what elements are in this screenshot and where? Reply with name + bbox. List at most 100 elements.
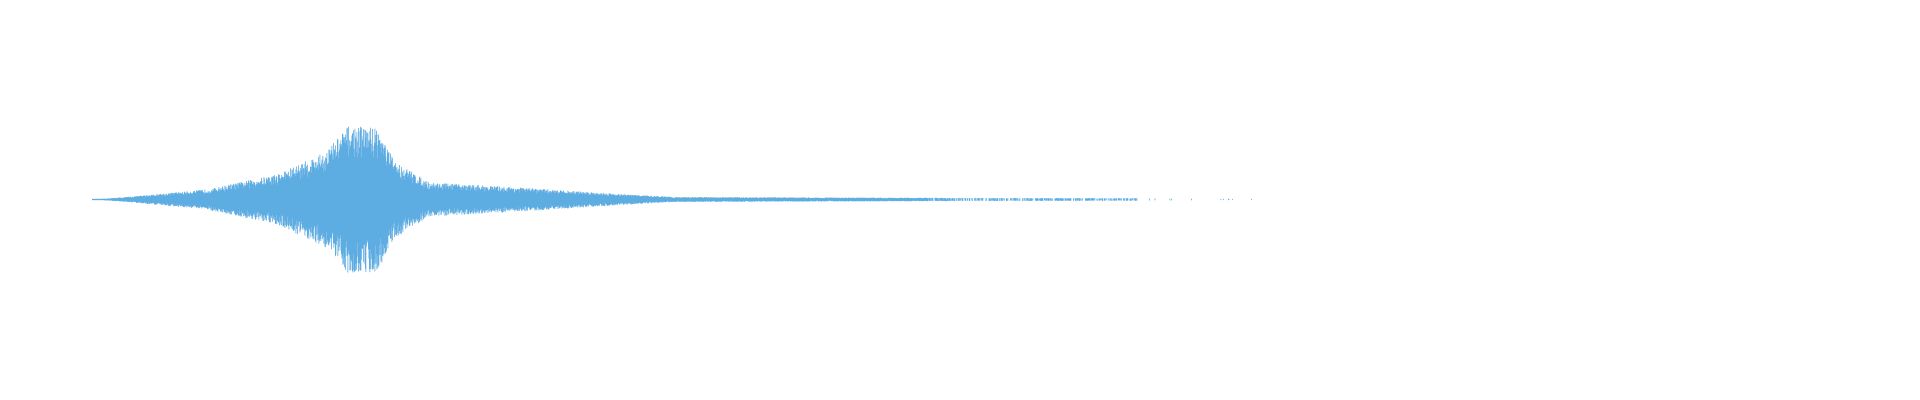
waveform-sample: [790, 197, 791, 202]
waveform-sample: [482, 189, 484, 211]
waveform-sample: [792, 197, 794, 201]
waveform-sample: [1220, 198, 1222, 201]
waveform-sample: [588, 192, 589, 207]
waveform-sample: [996, 198, 998, 201]
waveform-sample: [928, 198, 929, 201]
waveform-sample: [1116, 198, 1117, 201]
waveform-sample: [397, 172, 398, 233]
waveform-sample: [145, 196, 147, 204]
waveform-sample: [835, 197, 836, 202]
waveform-sample: [395, 167, 397, 231]
waveform-sample: [653, 196, 655, 203]
waveform-sample: [798, 198, 800, 202]
waveform-sample: [208, 191, 210, 209]
waveform-sample: [636, 195, 638, 204]
waveform-sample: [737, 197, 739, 202]
waveform-sample: [244, 183, 246, 213]
waveform-sample: [279, 178, 281, 217]
waveform-sample: [323, 171, 324, 238]
waveform-sample: [463, 188, 465, 214]
waveform-sample: [692, 197, 693, 202]
waveform-sample: [888, 197, 890, 201]
waveform-sample: [539, 189, 540, 209]
waveform-sample: [158, 196, 160, 204]
waveform-sample: [118, 197, 120, 201]
waveform-sample: [329, 149, 331, 243]
waveform-sample: [980, 198, 982, 201]
waveform-sample: [954, 198, 955, 202]
waveform-sample: [616, 195, 618, 205]
waveform-sample: [305, 168, 307, 232]
waveform-sample: [545, 190, 546, 207]
waveform-sample: [129, 197, 130, 202]
waveform-sample: [1036, 198, 1038, 201]
waveform-sample: [421, 185, 423, 221]
waveform-sample: [266, 177, 268, 216]
waveform-sample: [669, 196, 670, 203]
waveform-sample: [663, 197, 665, 202]
waveform-sample: [141, 196, 143, 204]
waveform-sample: [911, 198, 912, 202]
waveform-sample: [780, 198, 782, 202]
waveform-sample: [456, 185, 458, 215]
waveform-sample: [226, 188, 227, 214]
waveform-sample: [393, 166, 395, 229]
waveform-sample: [1001, 198, 1003, 201]
waveform-sample: [526, 188, 527, 211]
waveform-sample: [880, 197, 882, 201]
waveform-sample: [465, 189, 466, 210]
waveform-sample: [1016, 198, 1018, 201]
waveform-sample: [235, 183, 236, 216]
waveform-sample: [523, 189, 525, 209]
waveform-sample: [296, 166, 297, 221]
waveform-sample: [558, 192, 559, 206]
waveform-sample: [549, 191, 550, 209]
waveform-sample: [878, 197, 880, 202]
waveform-sample: [1041, 198, 1042, 201]
waveform-sample: [600, 194, 601, 204]
waveform-sample: [1087, 198, 1088, 201]
waveform-sample: [127, 197, 128, 202]
waveform-sample: [357, 141, 358, 243]
waveform-sample: [1027, 198, 1029, 201]
waveform-sample: [541, 190, 543, 210]
waveform-sample: [567, 190, 569, 209]
waveform-sample: [132, 197, 134, 202]
waveform-sample: [687, 197, 688, 202]
waveform-sample: [486, 187, 487, 211]
waveform-sample: [159, 194, 160, 203]
waveform-sample: [262, 184, 264, 221]
waveform-sample: [864, 197, 866, 202]
waveform-sample: [469, 187, 470, 210]
waveform-sample: [891, 198, 893, 201]
waveform-sample: [469, 185, 471, 213]
waveform-sample: [697, 197, 698, 202]
waveform-sample: [525, 192, 527, 212]
waveform-sample: [292, 169, 294, 219]
waveform-sample: [1044, 198, 1046, 201]
waveform-sample: [1051, 198, 1052, 201]
waveform-sample: [211, 191, 213, 211]
waveform-sample: [283, 177, 284, 226]
waveform-sample: [431, 184, 433, 216]
waveform-sample: [448, 186, 450, 214]
waveform-sample: [358, 127, 359, 272]
waveform-sample: [514, 192, 515, 209]
waveform-sample: [907, 197, 908, 202]
waveform-sample: [901, 198, 903, 202]
waveform-sample: [431, 186, 432, 214]
waveform-sample: [1106, 198, 1108, 201]
waveform-sample: [709, 197, 711, 201]
waveform-sample: [371, 152, 373, 255]
waveform-sample: [120, 197, 122, 202]
waveform-sample: [289, 177, 290, 222]
waveform-sample: [524, 189, 525, 211]
waveform-sample: [830, 197, 831, 201]
waveform-sample: [871, 198, 872, 201]
waveform-sample: [821, 198, 823, 202]
waveform-sample: [297, 172, 298, 235]
waveform-sample: [813, 197, 815, 202]
waveform-sample: [629, 195, 630, 203]
waveform-sample: [852, 197, 853, 202]
waveform-sample: [603, 194, 605, 205]
